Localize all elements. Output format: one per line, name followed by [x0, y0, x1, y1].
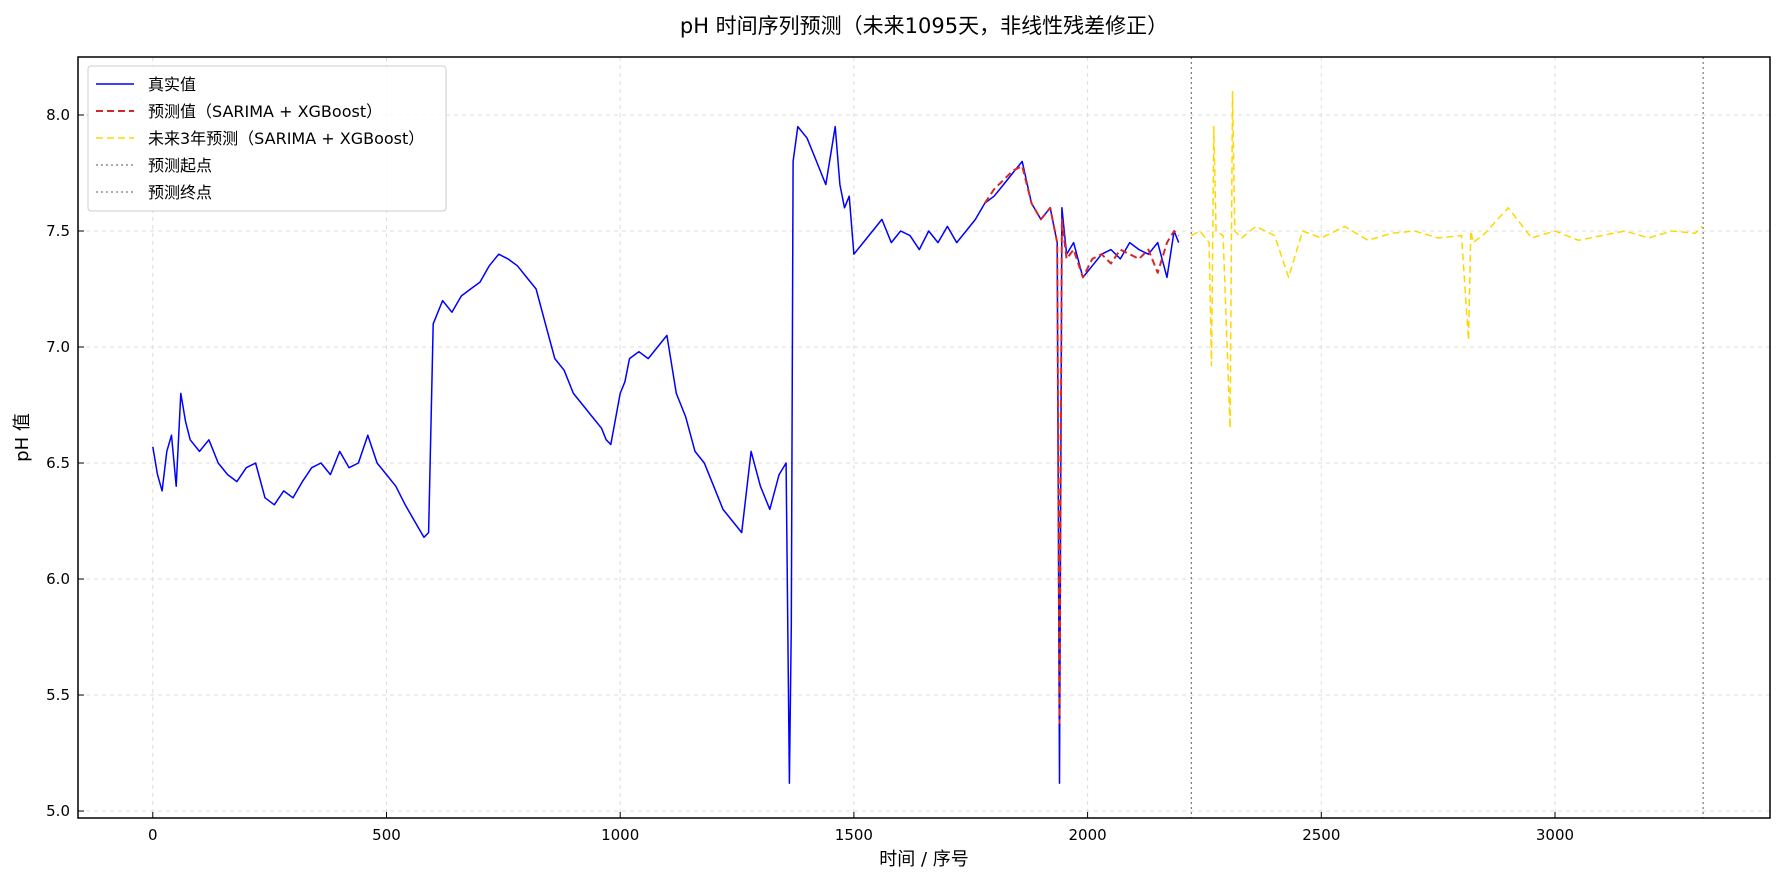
y-tick-label: 6.5 — [46, 454, 70, 472]
x-tick-label: 1500 — [835, 826, 873, 844]
vline-layer — [1190, 57, 1704, 818]
series-line-3 — [1191, 91, 1703, 429]
legend-label: 预测起点 — [148, 156, 212, 175]
x-tick-label: 3000 — [1536, 826, 1574, 844]
y-axis-title: pH 值 — [12, 413, 33, 462]
legend-label: 未来3年预测（SARIMA + XGBoost） — [148, 129, 424, 148]
y-tick-label: 7.0 — [46, 338, 70, 356]
legend-box — [87, 65, 447, 212]
legend-label: 预测值（SARIMA + XGBoost） — [148, 102, 382, 121]
y-tick-label: 8.0 — [46, 106, 70, 124]
series-line-2 — [983, 165, 1180, 724]
x-tick-label: 500 — [372, 826, 401, 844]
legend-label: 预测终点 — [148, 183, 212, 202]
y-tick-label: 5.5 — [46, 686, 70, 704]
series-layer — [152, 91, 1703, 784]
x-axis-title: 时间 / 序号 — [879, 849, 969, 870]
ticks-layer: 0 500 1000 1500 2000 2500 3000 5.0 5.5 6.0 6.5 7.0 7… — [46, 106, 1574, 844]
x-tick-label: 1000 — [601, 826, 639, 844]
x-tick-label: 2000 — [1068, 826, 1106, 844]
y-tick-label: 5.0 — [46, 802, 70, 820]
y-tick-label: 6.0 — [46, 570, 70, 588]
series-line-1 — [152, 125, 1180, 784]
x-tick-label: 0 — [148, 826, 158, 844]
x-tick-label: 2500 — [1302, 826, 1340, 844]
chart-title: pH 时间序列预测（未来1095天，非线性残差修正） — [680, 14, 1168, 38]
legend-label: 真实值 — [148, 75, 196, 94]
y-tick-label: 7.5 — [46, 222, 70, 240]
plot-frame — [77, 56, 1771, 819]
